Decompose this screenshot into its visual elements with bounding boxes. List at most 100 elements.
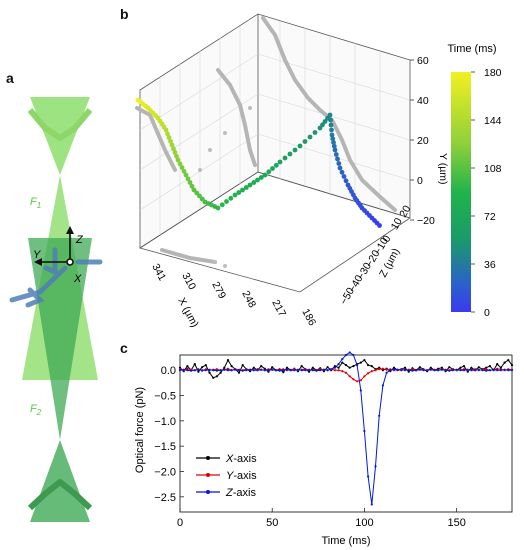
trajectory-point [185,176,191,182]
y-tick-label: 0 [417,175,423,187]
legend-label: X-axis [225,453,257,465]
z-tick-label: 10 [389,216,405,232]
series-point-z-axis [201,369,204,372]
series-point-z-axis [459,369,462,372]
series-point-y-axis [385,368,388,371]
series-point-x-axis [197,370,200,373]
trajectory-point [307,134,313,140]
series-point-y-axis [359,379,362,382]
colorbar-tick-label: 180 [484,67,502,79]
series-point-z-axis [507,369,510,372]
y-tick-label: 40 [417,95,429,107]
series-point-z-axis [396,368,399,371]
series-point-z-axis [378,414,381,417]
trajectory-point [320,122,325,128]
legend-label: Y-axis [226,470,257,482]
series-point-z-axis [212,369,215,372]
series-point-z-axis [315,369,318,372]
z-tick-label: 20 [397,203,413,219]
series-point-x-axis [462,365,466,368]
series-point-x-axis [230,365,233,368]
series-point-z-axis [488,369,491,372]
series-point-z-axis [374,465,377,468]
series-point-z-axis [322,368,325,371]
trajectory-3d [135,97,382,228]
z-tick-label: 0 [380,233,393,244]
trajectory-point [236,190,242,195]
chart-ticks: 0 50 100 150 0.0 −0.5 −1.0 −1.5 −2.0 −2.5 [154,365,466,529]
y-tick-label: −0.5 [154,391,176,403]
series-point-z-axis [311,369,314,372]
series-point-z-axis [510,369,514,372]
chart-ylabel: Optical force (pN) [134,387,146,473]
legend-marker [206,490,210,494]
series-point-z-axis [245,369,248,372]
series-point-z-axis [415,369,418,372]
trajectory-point [333,152,339,157]
trajectory-point [270,166,275,171]
series-point-z-axis [260,368,263,371]
series-point-x-axis [201,366,204,369]
axis-z-label: Z [75,234,84,246]
chart-series [178,351,514,506]
trajectory-point [266,169,272,175]
series-point-z-axis [496,369,499,372]
colorbar-ticks: 180 144 108 72 36 0 [471,67,502,319]
series-point-x-axis [459,366,462,369]
series-point-z-axis [330,368,333,371]
series-point-z-axis [197,368,200,371]
series-point-z-axis [370,503,373,506]
x-tick-label: 0 [177,517,183,529]
legend-marker [206,473,210,477]
series-point-z-axis [304,369,307,372]
series-point-x-axis [359,361,362,364]
series-point-z-axis [285,368,289,371]
series-point-x-axis [223,366,226,369]
series-point-z-axis [256,369,259,372]
series-point-z-axis [237,369,241,372]
x-tick-label: 150 [447,517,465,529]
series-point-z-axis [190,369,193,372]
trajectory-projections [135,16,397,264]
series-point-x-axis [352,365,355,368]
series-point-x-axis [337,366,340,369]
y-tick-label: −1.0 [154,416,176,428]
series-point-z-axis [485,369,488,372]
box-grid [139,21,411,235]
series-point-z-axis [333,366,336,369]
series-point-z-axis [381,384,384,387]
trajectory-point [251,180,257,185]
series-point-z-axis [263,369,266,372]
series-point-x-axis [488,365,491,368]
series-point-x-axis [510,364,514,367]
series-point-z-axis [204,369,207,372]
trajectory-point [191,187,197,193]
series-point-z-axis [344,353,348,357]
series-point-x-axis [219,371,222,374]
trap-schematic: Z Y X F1 F2 [9,97,103,522]
trajectory-point [337,165,343,171]
series-point-z-axis [249,368,252,371]
trajectory-point [336,161,342,166]
series-point-y-axis [333,369,336,372]
x-tick-label: 100 [355,517,373,529]
series-point-x-axis [186,365,189,368]
trajectory-point [240,187,245,193]
trajectory-point [292,147,298,153]
series-point-z-axis [403,368,407,371]
series-point-x-axis [477,366,480,369]
series-point-z-axis [326,369,329,372]
series-point-z-axis [293,369,296,372]
trajectory-point [255,177,260,183]
series-point-x-axis [193,363,196,366]
series-point-x-axis [496,363,499,366]
y-tick-label: 0.0 [161,365,176,377]
series-point-x-axis [241,364,244,367]
series-point-z-axis [389,369,392,372]
trajectory-point [172,150,178,155]
panel-b-label: b [120,6,129,22]
trajectory-point [166,135,172,140]
projection-dots [198,106,252,268]
series-point-z-axis [289,369,292,372]
